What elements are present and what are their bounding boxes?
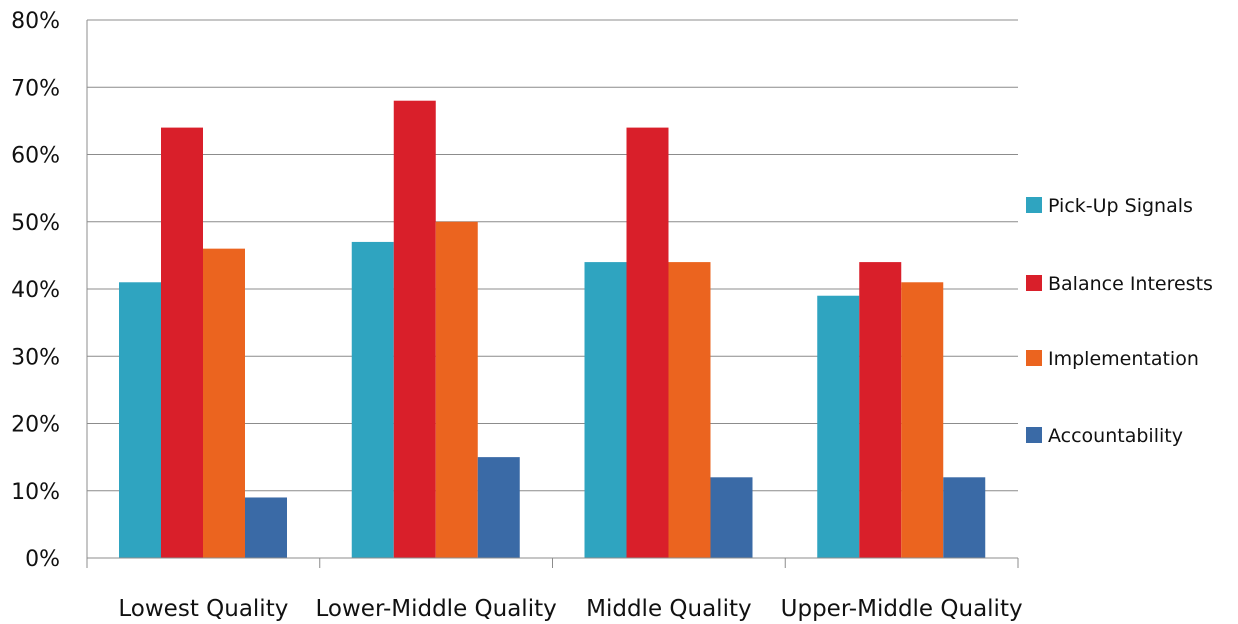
legend-swatch — [1026, 427, 1042, 443]
bar — [351, 241, 394, 559]
bar — [245, 497, 287, 558]
x-category-label: Lower-Middle Quality — [316, 596, 557, 622]
y-tick-label: 60% — [11, 144, 60, 169]
bar — [668, 262, 711, 558]
legend-label: Balance Interests — [1048, 273, 1213, 295]
bars — [119, 100, 986, 559]
bar — [203, 248, 245, 558]
bar — [393, 100, 436, 558]
bar — [626, 127, 669, 558]
legend-label: Pick-Up Signals — [1048, 195, 1193, 217]
bar — [477, 457, 520, 558]
bar — [943, 477, 986, 558]
legend-swatch — [1026, 197, 1042, 213]
x-category-label: Upper-Middle Quality — [781, 596, 1023, 622]
y-tick-label: 10% — [11, 480, 60, 505]
legend-label: Accountability — [1048, 425, 1183, 447]
y-tick-label: 40% — [11, 278, 60, 303]
bar — [859, 262, 902, 558]
y-tick-label: 70% — [11, 76, 60, 101]
y-tick-label: 20% — [11, 413, 60, 438]
bar — [901, 282, 944, 558]
y-tick-label: 80% — [11, 9, 60, 34]
legend: Pick-Up Signals Balance Interests Implemen… — [1026, 195, 1213, 447]
y-tick-labels: 0% 10% 20% 30% 40% 50% 60% 70% 80% — [11, 9, 60, 572]
bar — [119, 282, 161, 558]
bar — [584, 262, 627, 558]
y-tick-label: 30% — [11, 345, 60, 370]
x-category-labels: Lowest Quality Lower-Middle Quality Middle… — [118, 596, 1022, 622]
bar — [710, 477, 753, 558]
bar — [817, 295, 860, 558]
legend-swatch — [1026, 275, 1042, 291]
bar — [161, 127, 203, 558]
y-tick-label: 50% — [11, 211, 60, 236]
legend-swatch — [1026, 350, 1042, 366]
x-category-label: Lowest Quality — [118, 596, 288, 622]
x-category-label: Middle Quality — [586, 596, 751, 622]
legend-label: Implementation — [1048, 348, 1199, 370]
axes — [86, 20, 1019, 568]
bar — [435, 221, 478, 558]
y-tick-label: 0% — [25, 547, 60, 572]
